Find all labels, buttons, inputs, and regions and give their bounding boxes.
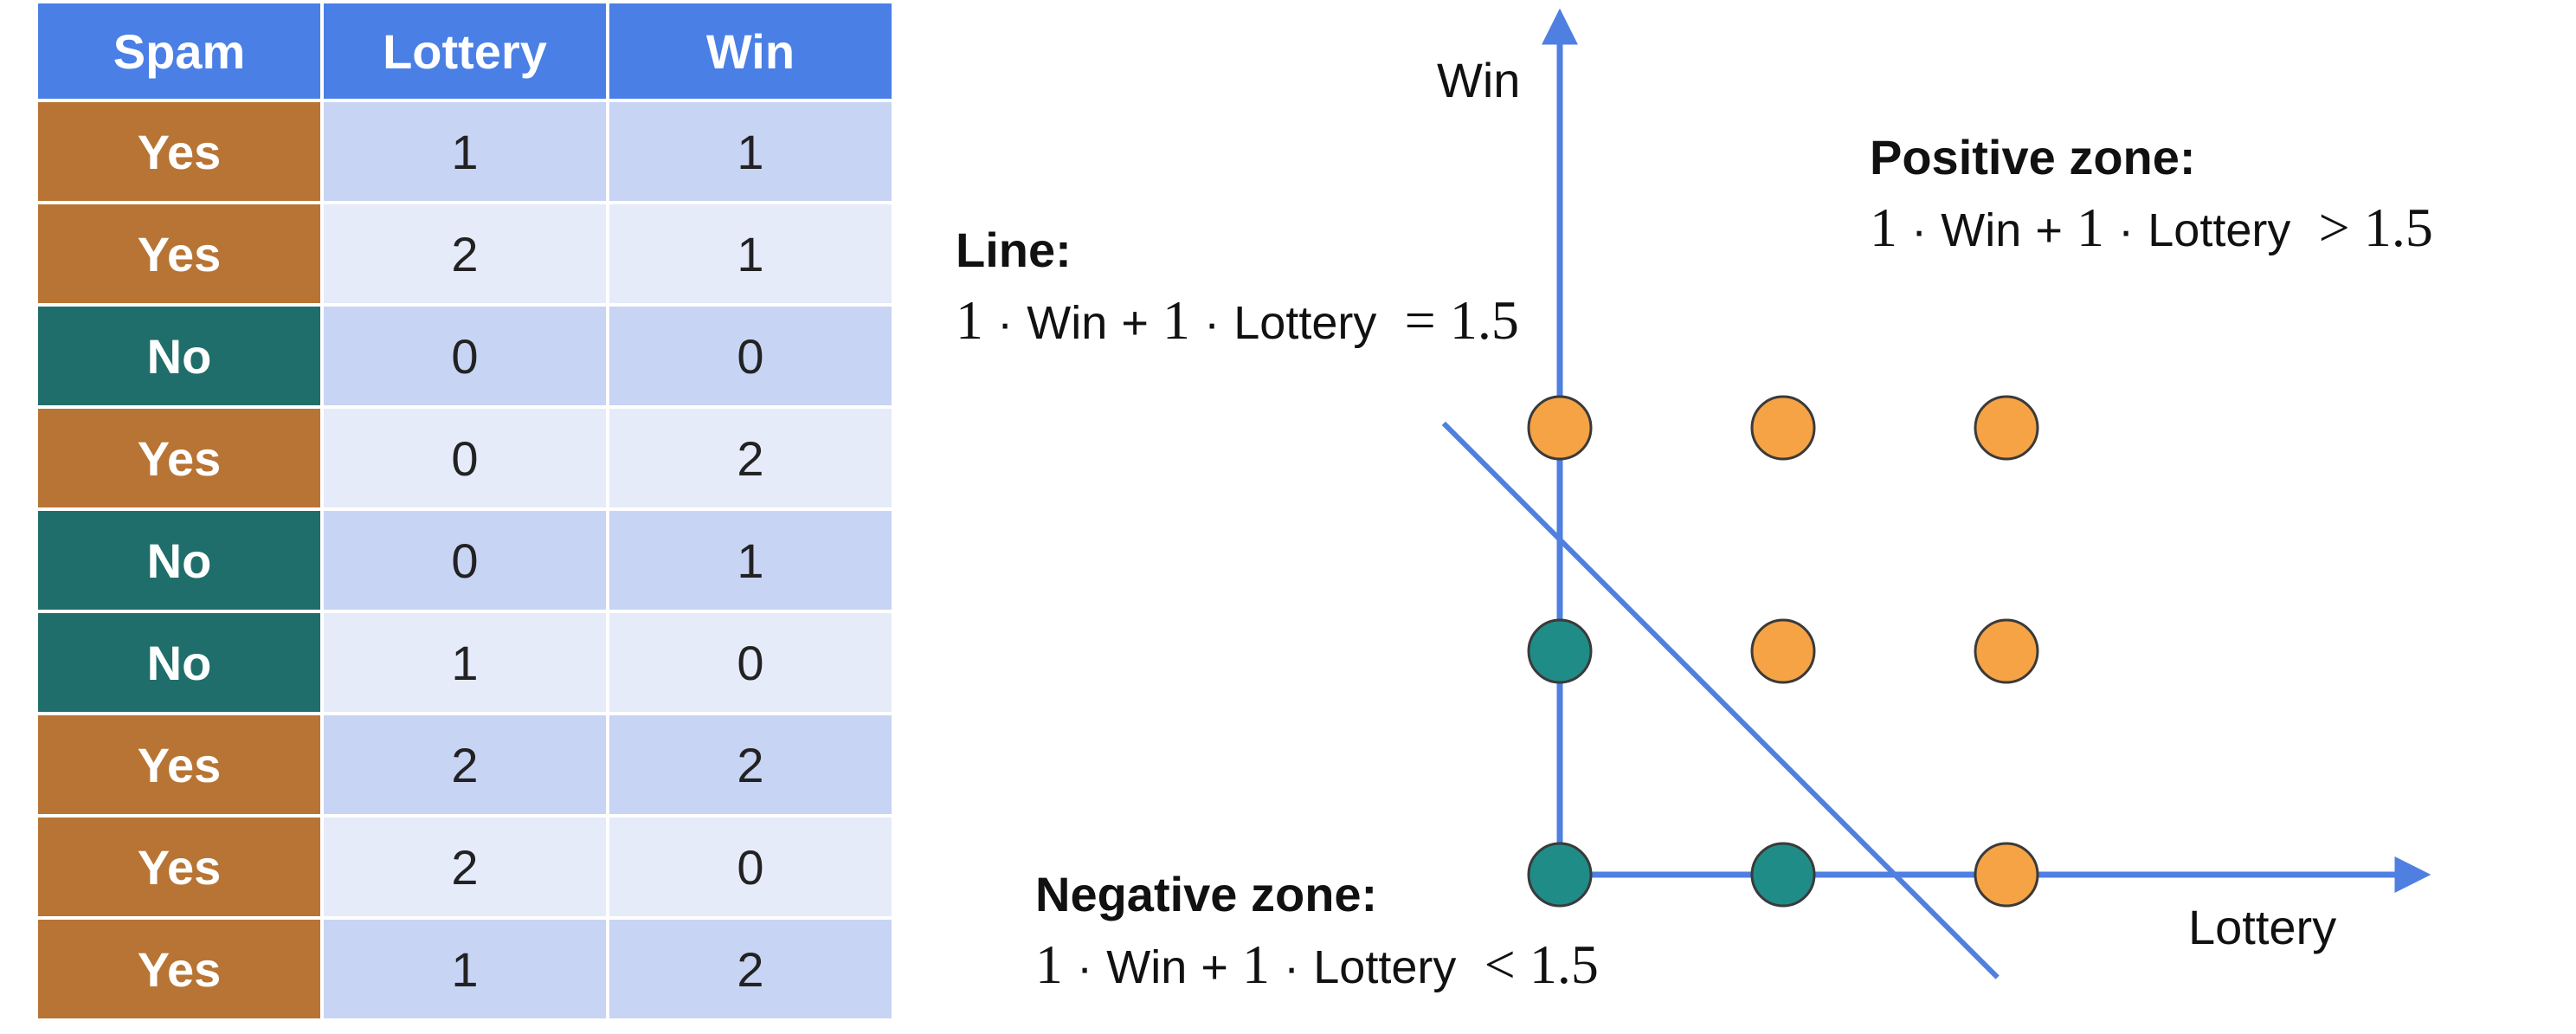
cell-lottery: 2 <box>324 715 606 814</box>
cell-lottery: 2 <box>324 818 606 916</box>
cell-win: 1 <box>609 102 892 201</box>
line-coef-lottery: 1 <box>1162 289 1191 351</box>
point-spam-yes <box>1750 395 1816 461</box>
cell-lottery: 0 <box>324 307 606 405</box>
point-spam-yes <box>1974 618 2039 684</box>
line-relation: = <box>1404 289 1436 351</box>
negative-term-lottery: Lottery <box>1313 941 1457 993</box>
negative-zone-equation: 1 · Win + 1 · Lottery < 1.5 <box>1035 934 1599 995</box>
table-header-row: Spam Lottery Win <box>38 3 892 99</box>
line-term-win: Win <box>1027 297 1108 349</box>
point-spam-yes <box>1527 395 1593 461</box>
negative-plus: + <box>1201 941 1228 993</box>
negative-term-win: Win <box>1106 941 1188 993</box>
x-axis-label: Lottery <box>2188 900 2336 954</box>
cell-win: 0 <box>609 613 892 712</box>
data-table: Spam Lottery Win Yes 1 1 Yes 2 1 No 0 0 Yes 0 2 No 0 1… <box>35 0 895 1022</box>
line-plus: + <box>1121 297 1149 349</box>
positive-zone-annotation: Positive zone: 1 · Win + 1 · Lottery > 1… <box>1870 124 2433 267</box>
cell-win: 2 <box>609 409 892 507</box>
cell-lottery: 1 <box>324 920 606 1018</box>
table-row: No 1 0 <box>38 613 892 712</box>
cell-spam: Yes <box>38 818 320 916</box>
cell-win: 1 <box>609 511 892 610</box>
table-row: Yes 1 2 <box>38 920 892 1018</box>
table-body: Yes 1 1 Yes 2 1 No 0 0 Yes 0 2 No 0 1 No 1 0 Yes 2 2 Yes 2 0 Yes… <box>38 102 892 1018</box>
cell-win: 0 <box>609 818 892 916</box>
table-row: No 0 1 <box>38 511 892 610</box>
decision-boundary-line <box>1441 421 2000 979</box>
cell-spam: No <box>38 511 320 610</box>
line-annotation: Line: 1 · Win + 1 · Lottery = 1.5 <box>956 216 1519 359</box>
cell-lottery: 0 <box>324 409 606 507</box>
cell-spam: Yes <box>38 920 320 1018</box>
table-row: Yes 1 1 <box>38 102 892 201</box>
negative-zone-annotation: Negative zone: 1 · Win + 1 · Lottery < 1… <box>1035 861 1599 1004</box>
positive-rhs: 1.5 <box>2363 197 2433 258</box>
point-spam-yes <box>1974 395 2039 461</box>
cell-spam: No <box>38 307 320 405</box>
y-axis-label: Win <box>1437 53 1520 107</box>
positive-plus: + <box>2035 204 2063 256</box>
negative-relation: < <box>1484 934 1516 995</box>
line-coef-win: 1 <box>956 289 983 351</box>
point-spam-yes <box>1974 842 2039 908</box>
positive-coef-lottery: 1 <box>2077 197 2105 258</box>
cell-win: 1 <box>609 204 892 303</box>
negative-coef-lottery: 1 <box>1242 934 1271 995</box>
cell-win: 0 <box>609 307 892 405</box>
table-row: Yes 2 1 <box>38 204 892 303</box>
point-spam-no <box>1527 842 1593 908</box>
positive-relation: > <box>2318 197 2350 258</box>
table-row: Yes 2 2 <box>38 715 892 814</box>
table-row: Yes 2 0 <box>38 818 892 916</box>
line-equation: 1 · Win + 1 · Lottery = 1.5 <box>956 289 1519 351</box>
line-rhs: 1.5 <box>1449 289 1519 351</box>
cell-lottery: 0 <box>324 511 606 610</box>
table-row: Yes 0 2 <box>38 409 892 507</box>
point-spam-no <box>1750 842 1816 908</box>
line-annotation-title: Line: <box>956 223 1072 277</box>
cell-win: 2 <box>609 920 892 1018</box>
positive-zone-title: Positive zone: <box>1870 130 2196 184</box>
cell-spam: Yes <box>38 204 320 303</box>
positive-zone-equation: 1 · Win + 1 · Lottery > 1.5 <box>1870 197 2433 258</box>
cell-spam: Yes <box>38 715 320 814</box>
point-spam-no <box>1527 618 1593 684</box>
cell-spam: Yes <box>38 409 320 507</box>
negative-rhs: 1.5 <box>1529 934 1599 995</box>
point-spam-yes <box>1750 618 1816 684</box>
cell-spam: Yes <box>38 102 320 201</box>
cell-lottery: 1 <box>324 613 606 712</box>
cell-lottery: 2 <box>324 204 606 303</box>
table-row: No 0 0 <box>38 307 892 405</box>
positive-term-win: Win <box>1941 204 2022 256</box>
line-term-lottery: Lottery <box>1233 297 1377 349</box>
positive-coef-win: 1 <box>1870 197 1897 258</box>
negative-coef-win: 1 <box>1035 934 1063 995</box>
header-lottery: Lottery <box>324 3 606 99</box>
negative-zone-title: Negative zone: <box>1035 867 1378 921</box>
positive-term-lottery: Lottery <box>2148 204 2291 256</box>
header-win: Win <box>609 3 892 99</box>
cell-spam: No <box>38 613 320 712</box>
header-spam: Spam <box>38 3 320 99</box>
cell-lottery: 1 <box>324 102 606 201</box>
points-layer <box>1527 395 2039 908</box>
cell-win: 2 <box>609 715 892 814</box>
